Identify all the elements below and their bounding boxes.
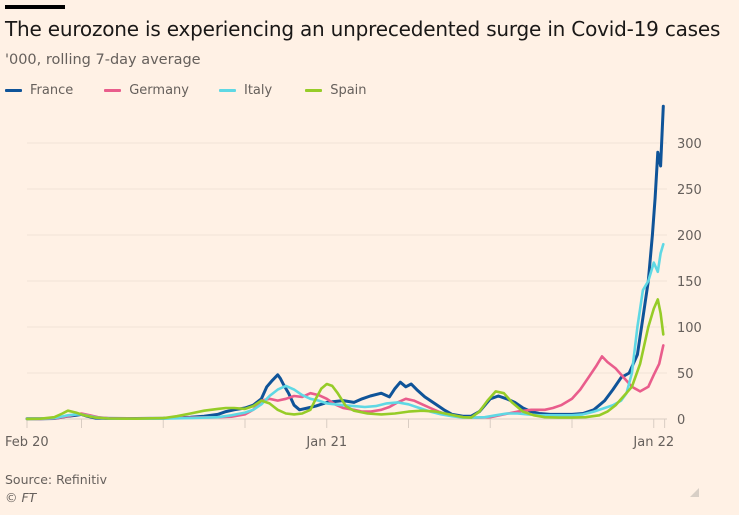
y-tick-label: 200 [677,229,702,244]
series-line-italy [25,242,665,421]
legend-swatch-france [5,89,22,92]
y-tick-label: 300 [677,137,702,152]
y-tick-label: 0 [677,413,685,428]
x-axis: Feb 20 Jan 21 Jan 22 [5,419,674,450]
legend-label-germany: Germany [129,83,189,98]
source-note: Source: Refinitiv [5,472,107,487]
legend: France Germany Italy Spain [5,83,395,98]
brand-bar [5,5,65,9]
series-line-france [25,104,665,421]
y-tick-label: 150 [677,275,702,290]
gridlines [27,142,667,420]
series-line-germany [25,344,665,421]
x-tick-label: Jan 21 [305,435,347,450]
legend-item-spain: Spain [305,83,367,98]
resize-handle-icon[interactable] [690,488,699,497]
legend-swatch-spain [305,89,323,92]
chart-subtitle: '000, rolling 7-day average [5,52,201,68]
legend-item-france: France [5,83,73,98]
legend-item-germany: Germany [104,83,189,98]
copyright-note: © FT [5,490,37,505]
legend-swatch-germany [104,89,122,92]
y-tick-label: 250 [677,183,702,198]
y-axis: 0 50 100 150 200 250 300 [677,137,702,428]
y-tick-label: 50 [677,367,694,382]
x-tick-label: Feb 20 [5,435,49,450]
legend-label-france: France [30,83,74,98]
x-tick-label: Jan 22 [632,435,674,450]
legend-label-spain: Spain [330,83,367,98]
chart-title: The eurozone is experiencing an unpreced… [5,17,721,41]
legend-swatch-italy [219,89,236,92]
series-lines [25,104,665,421]
series-line-spain [25,298,665,421]
legend-label-italy: Italy [244,83,273,98]
legend-item-italy: Italy [219,83,272,98]
y-tick-label: 100 [677,321,702,336]
